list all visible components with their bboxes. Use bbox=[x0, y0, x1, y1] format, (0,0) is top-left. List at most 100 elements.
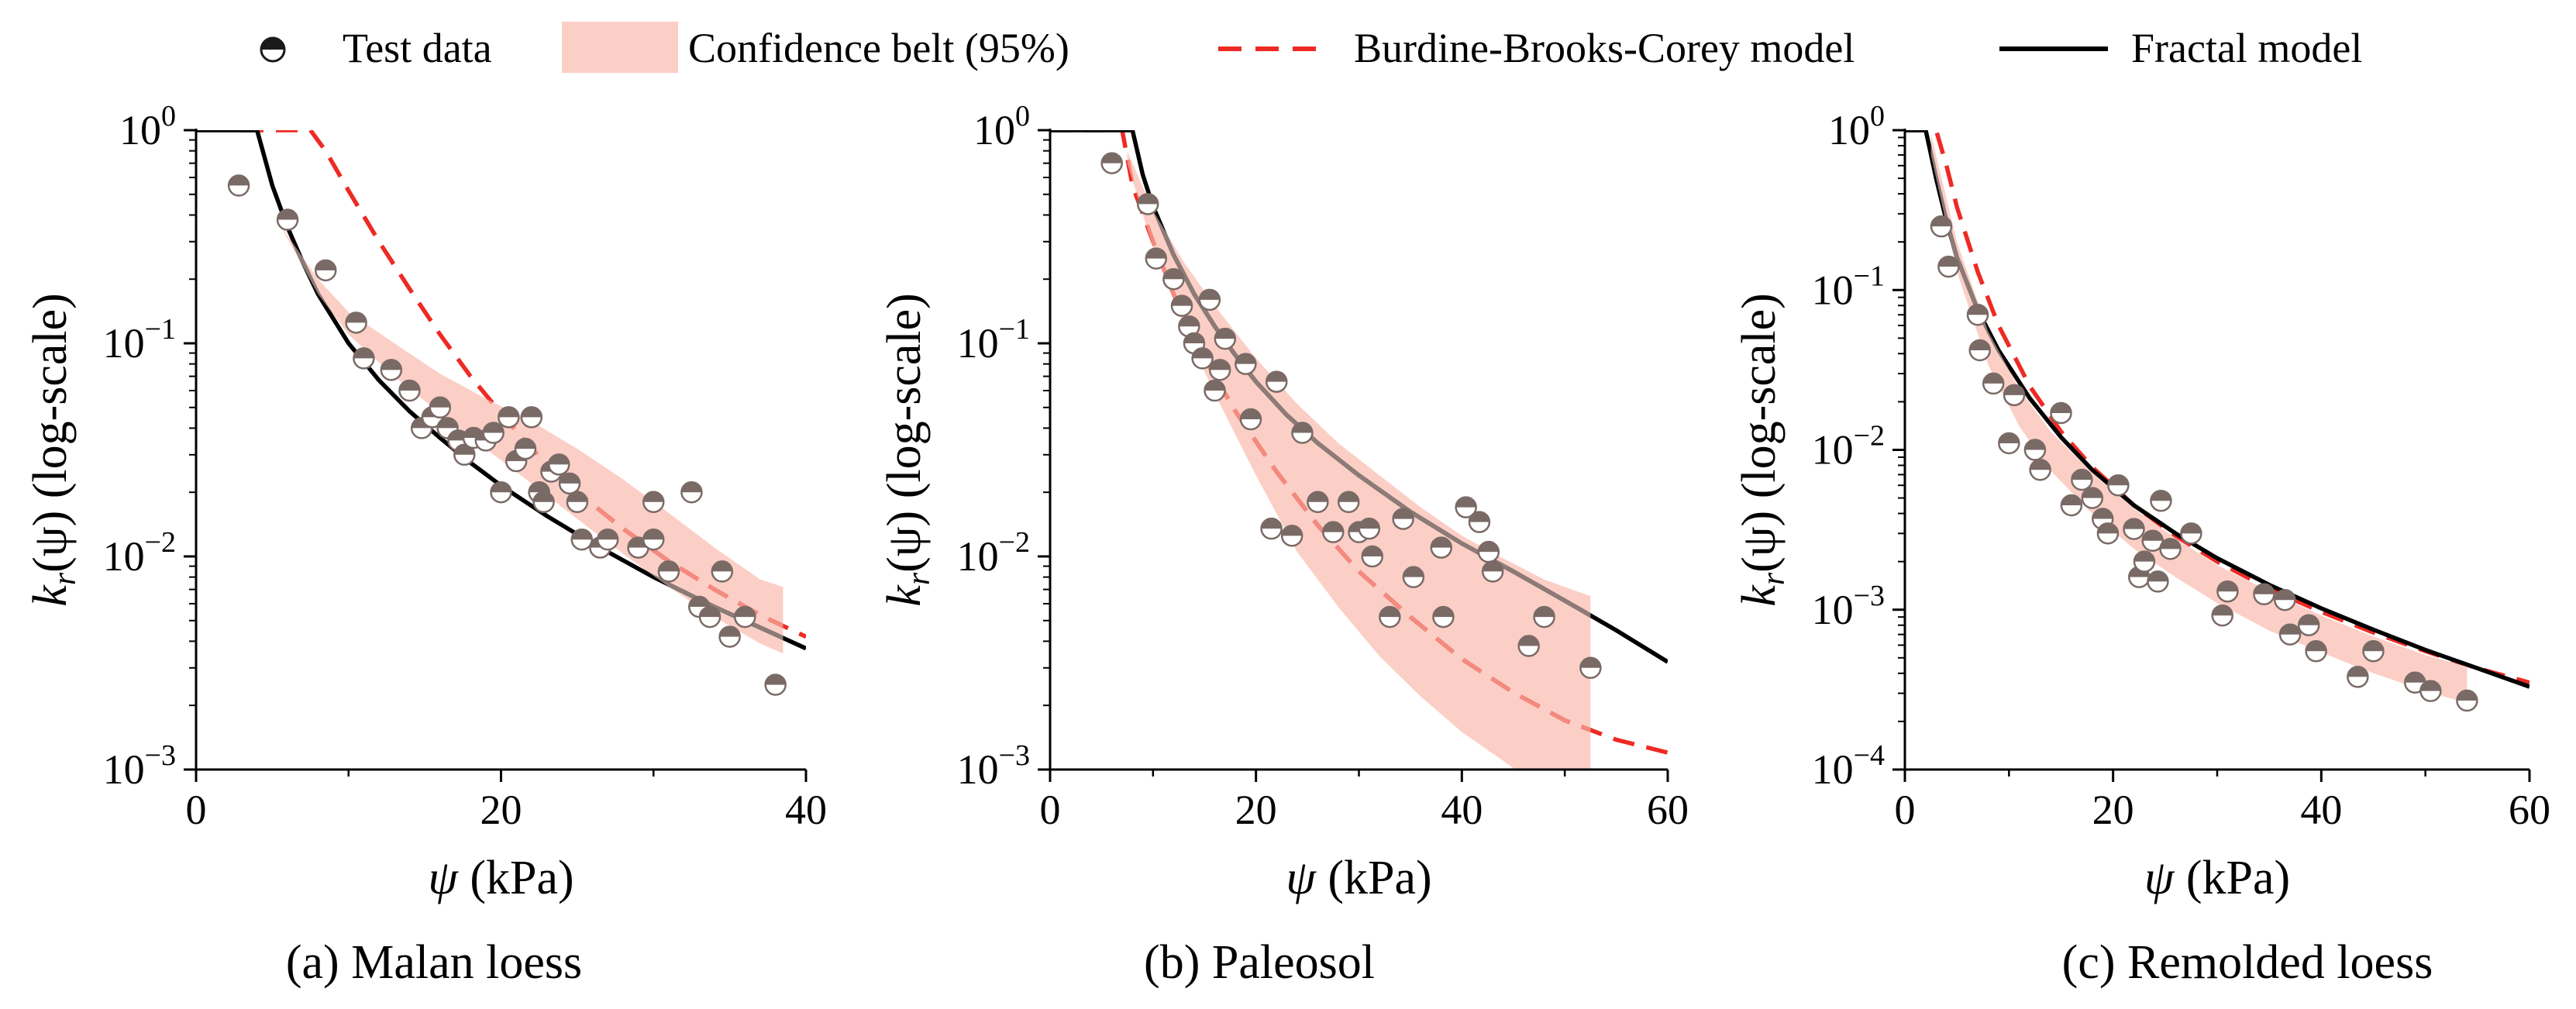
test-data-point-fill bbox=[498, 407, 519, 418]
test-data-point-fill bbox=[1192, 348, 1213, 359]
test-data-point-fill bbox=[735, 607, 756, 618]
y-tick-exponent: 0 bbox=[161, 100, 176, 133]
test-data-point bbox=[2456, 689, 2478, 712]
test-data-point bbox=[532, 491, 555, 514]
test-data-point bbox=[1361, 545, 1384, 568]
y-axis-label-k: k bbox=[24, 584, 77, 607]
test-data-point bbox=[1477, 540, 1500, 563]
confidence-belt bbox=[1127, 150, 1591, 770]
test-data-point bbox=[2096, 522, 2120, 545]
test-data-point-fill bbox=[1931, 216, 1952, 227]
test-data-point-fill bbox=[1138, 194, 1159, 205]
test-data-point-fill bbox=[1235, 353, 1256, 364]
legend-fractal-label: Fractal model bbox=[2131, 25, 2362, 71]
test-data-point-fill bbox=[1210, 360, 1231, 370]
y-tick-exponent: 0 bbox=[1015, 100, 1030, 133]
panel-caption: (c) Remolded loess bbox=[2062, 936, 2433, 989]
test-data-point bbox=[1191, 347, 1214, 370]
x-axis-label-unit: (kPa) bbox=[1316, 852, 1432, 904]
y-tick-label: 10−1 bbox=[957, 313, 1030, 367]
test-data-point-fill bbox=[1101, 153, 1122, 164]
test-data-point bbox=[566, 491, 589, 514]
test-data-point bbox=[398, 379, 421, 402]
test-data-point-fill bbox=[643, 491, 664, 502]
y-tick-label: 10−3 bbox=[1812, 580, 1885, 633]
x-axis-label-var: ψ bbox=[2144, 852, 2175, 904]
x-tick-label: 0 bbox=[1040, 787, 1061, 833]
y-tick-base: 10 bbox=[957, 533, 999, 580]
test-data-point-fill bbox=[2061, 495, 2082, 506]
test-data-point bbox=[718, 625, 741, 648]
test-data-point-fill bbox=[560, 473, 580, 484]
legend-test-data-marker-fill bbox=[261, 38, 284, 50]
test-data-point-fill bbox=[2133, 551, 2154, 562]
plot-area-3 bbox=[1905, 130, 2530, 712]
test-data-point-fill bbox=[529, 482, 549, 493]
test-data-point bbox=[1481, 560, 1504, 583]
bbc-model-line-in-belt bbox=[1127, 150, 1591, 755]
test-data-point-fill bbox=[1204, 381, 1225, 391]
test-data-point-fill bbox=[2092, 508, 2113, 519]
test-data-point bbox=[764, 673, 787, 696]
y-tick-label: 10−4 bbox=[1812, 739, 1885, 793]
y-tick-label: 10−2 bbox=[103, 526, 176, 580]
y-tick-base: 10 bbox=[1812, 587, 1854, 633]
test-data-point-fill bbox=[1179, 316, 1200, 327]
test-data-point-fill bbox=[1999, 432, 2020, 443]
y-tick-exponent: −1 bbox=[1854, 260, 1885, 292]
legend-item-confidence-belt: Confidence belt (95%) bbox=[562, 22, 1069, 73]
test-data-point bbox=[2297, 614, 2320, 636]
test-data-point-fill bbox=[1307, 491, 1328, 502]
fractal-model-line bbox=[1905, 130, 2530, 689]
y-tick-label: 10−2 bbox=[1812, 420, 1885, 474]
test-data-point bbox=[2305, 640, 2327, 663]
test-data-point bbox=[1533, 605, 1555, 628]
x-axis-label-var: ψ bbox=[1286, 852, 1317, 904]
test-data-point-fill bbox=[658, 561, 679, 572]
test-data-point-fill bbox=[483, 422, 504, 433]
x-tick-label: 0 bbox=[1895, 787, 1916, 833]
test-data-point bbox=[380, 359, 403, 381]
x-axis-label: ψ (kPa) bbox=[1286, 852, 1431, 904]
test-data-point-fill bbox=[533, 491, 554, 502]
test-data-point-fill bbox=[1403, 566, 1424, 577]
test-data-point-fill bbox=[429, 397, 450, 408]
test-data-point-fill bbox=[2160, 539, 2181, 549]
legend-test-data-label: Test data bbox=[343, 25, 492, 71]
test-data-point bbox=[2141, 529, 2164, 553]
y-axis-label-k: k bbox=[878, 584, 931, 607]
test-data-point bbox=[2253, 583, 2275, 606]
test-data-point-fill bbox=[1393, 508, 1414, 519]
test-data-point bbox=[2180, 522, 2202, 545]
test-data-point bbox=[680, 480, 703, 504]
y-axis-label-sub: r bbox=[901, 572, 937, 585]
legend-confidence-belt-swatch bbox=[562, 22, 678, 73]
test-data-point bbox=[642, 491, 665, 514]
test-data-point-fill bbox=[1323, 522, 1344, 532]
test-data-point bbox=[2278, 623, 2302, 646]
y-axis-label-k: k bbox=[1733, 584, 1786, 607]
test-data-point bbox=[1998, 432, 2020, 455]
x-tick-label: 40 bbox=[785, 787, 827, 833]
y-tick-label: 10−3 bbox=[957, 739, 1030, 793]
panel-caption: (b) Paleosol bbox=[1144, 936, 1375, 989]
test-data-point-fill bbox=[399, 381, 420, 391]
test-data-point bbox=[520, 406, 543, 429]
test-data-point-fill bbox=[1362, 546, 1383, 556]
test-data-point-fill bbox=[1338, 491, 1359, 502]
test-data-point bbox=[2081, 487, 2104, 509]
test-data-point bbox=[1198, 288, 1221, 312]
test-data-point bbox=[2347, 666, 2369, 688]
x-tick-label: 60 bbox=[2509, 787, 2550, 833]
test-data-point bbox=[734, 605, 756, 628]
y-tick-exponent: −1 bbox=[999, 313, 1030, 346]
y-axis-label-sub: r bbox=[1756, 572, 1792, 585]
test-data-point-fill bbox=[2071, 470, 2092, 480]
test-data-point bbox=[2123, 518, 2145, 540]
test-data-point bbox=[2050, 401, 2072, 425]
test-data-point bbox=[482, 422, 505, 444]
test-data-point bbox=[314, 259, 337, 282]
y-axis-label-rest: (ψ) (log-scale) bbox=[24, 293, 77, 573]
test-data-point-fill bbox=[229, 175, 250, 186]
y-tick-label: 100 bbox=[1828, 100, 1885, 153]
